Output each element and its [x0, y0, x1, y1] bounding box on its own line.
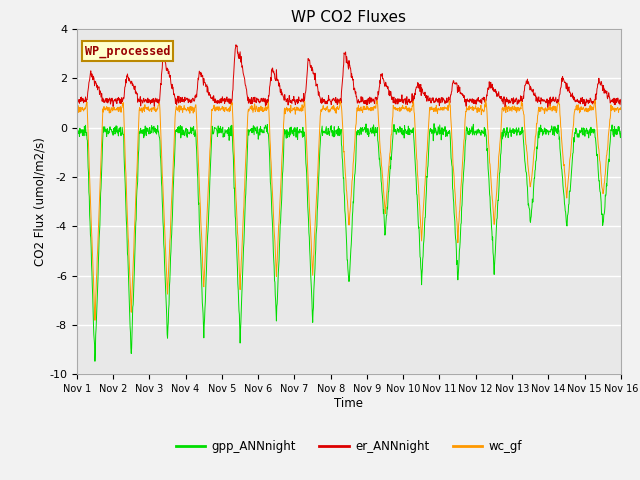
wc_gf	[434, 110, 442, 116]
Line: er_ANNnight: er_ANNnight	[77, 45, 621, 108]
wc_gf	[617, 104, 625, 110]
gpp_ANNnight	[434, 127, 442, 133]
er_ANNnight	[255, 99, 263, 105]
er_ANNnight	[544, 105, 552, 110]
Line: gpp_ANNnight: gpp_ANNnight	[77, 124, 621, 361]
er_ANNnight	[232, 42, 240, 48]
Text: WP_processed: WP_processed	[85, 44, 170, 58]
er_ANNnight	[617, 96, 625, 102]
wc_gf	[553, 108, 561, 113]
er_ANNnight	[73, 93, 81, 99]
wc_gf	[91, 317, 99, 323]
Line: wc_gf: wc_gf	[77, 99, 621, 320]
gpp_ANNnight	[255, 127, 263, 133]
er_ANNnight	[434, 96, 442, 102]
Legend: gpp_ANNnight, er_ANNnight, wc_gf: gpp_ANNnight, er_ANNnight, wc_gf	[172, 435, 526, 458]
wc_gf	[482, 96, 490, 102]
er_ANNnight	[194, 79, 202, 85]
er_ANNnight	[180, 96, 188, 102]
gpp_ANNnight	[553, 126, 561, 132]
gpp_ANNnight	[617, 129, 625, 134]
wc_gf	[195, 154, 202, 159]
gpp_ANNnight	[430, 121, 438, 127]
gpp_ANNnight	[505, 130, 513, 135]
er_ANNnight	[505, 100, 513, 106]
er_ANNnight	[553, 99, 561, 105]
wc_gf	[181, 107, 189, 112]
gpp_ANNnight	[73, 123, 81, 129]
wc_gf	[73, 104, 81, 110]
gpp_ANNnight	[181, 132, 189, 137]
Y-axis label: CO2 Flux (umol/m2/s): CO2 Flux (umol/m2/s)	[33, 137, 46, 266]
wc_gf	[505, 104, 513, 109]
gpp_ANNnight	[195, 191, 202, 197]
wc_gf	[255, 109, 263, 115]
Title: WP CO2 Fluxes: WP CO2 Fluxes	[291, 10, 406, 25]
gpp_ANNnight	[91, 359, 99, 364]
X-axis label: Time: Time	[334, 397, 364, 410]
